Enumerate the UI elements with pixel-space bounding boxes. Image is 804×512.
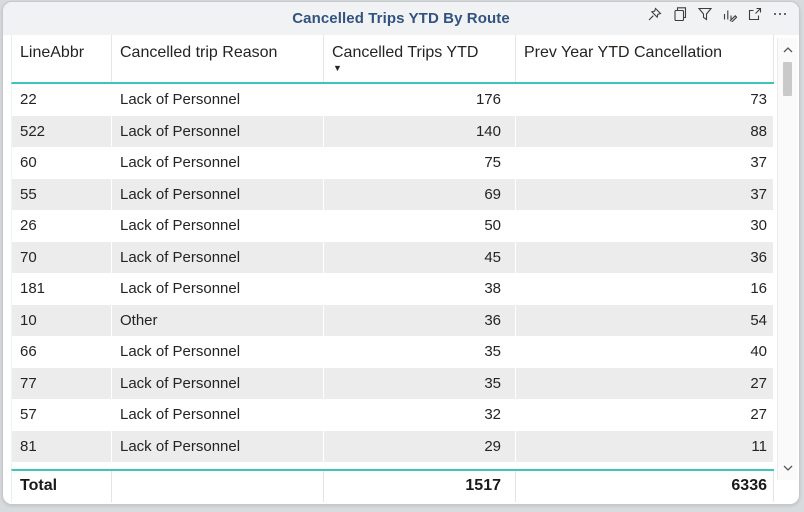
cell-cancelled-trips-ytd: 45: [324, 241, 516, 273]
cell-lineabbr: 522: [12, 115, 112, 147]
cell-prev-year-ytd: 54: [516, 304, 774, 336]
focus-mode-icon[interactable]: [746, 5, 764, 23]
visual-toolbar: [646, 5, 789, 23]
table-row[interactable]: 57 Lack of Personnel 32 27: [12, 399, 774, 431]
cell-lineabbr: 60: [12, 147, 112, 179]
cell-cancelled-trips-ytd: 69: [324, 178, 516, 210]
column-header-label: Prev Year YTD Cancellation: [524, 44, 723, 61]
table-row[interactable]: 181 Lack of Personnel 38 16: [12, 273, 774, 305]
cell-prev-year-ytd: 30: [516, 210, 774, 242]
cell-reason: Lack of Personnel: [112, 84, 324, 116]
cell-lineabbr: 55: [12, 178, 112, 210]
table-row[interactable]: 522 Lack of Personnel 140 88: [12, 115, 774, 147]
column-header-prev-year-ytd-cancellation[interactable]: Prev Year YTD Cancellation: [516, 35, 774, 82]
sort-descending-icon: ▼: [333, 63, 342, 73]
cell-prev-year-ytd: 37: [516, 178, 774, 210]
cell-reason: Lack of Personnel: [112, 210, 324, 242]
cell-reason: Lack of Personnel: [112, 430, 324, 462]
table-body: 22 Lack of Personnel 176 73 522 Lack of Perso…: [11, 84, 774, 462]
cell-lineabbr: 66: [12, 336, 112, 368]
cell-reason: Lack of Personnel: [112, 399, 324, 431]
visual-title: Cancelled Trips YTD By Route: [292, 10, 510, 27]
cell-reason: Lack of Personnel: [112, 367, 324, 399]
table-row[interactable]: 70 Lack of Personnel 45 36: [12, 241, 774, 273]
cell-cancelled-trips-ytd: 32: [324, 399, 516, 431]
table: LineAbbr Cancelled trip Reason Cancelled…: [11, 35, 774, 502]
cell-lineabbr: 22: [12, 84, 112, 116]
filter-icon[interactable]: [696, 5, 714, 23]
table-row[interactable]: 26 Lack of Personnel 50 30: [12, 210, 774, 242]
more-options-icon[interactable]: [771, 5, 789, 23]
cell-cancelled-trips-ytd: 176: [324, 84, 516, 116]
total-label: Total: [12, 471, 112, 502]
cell-cancelled-trips-ytd: 140: [324, 115, 516, 147]
cell-prev-year-ytd: 36: [516, 241, 774, 273]
cell-reason: Lack of Personnel: [112, 336, 324, 368]
column-header-label: Cancelled trip Reason: [120, 44, 278, 61]
cell-cancelled-trips-ytd: 29: [324, 430, 516, 462]
table-row[interactable]: 60 Lack of Personnel 75 37: [12, 147, 774, 179]
cell-prev-year-ytd: 27: [516, 399, 774, 431]
vertical-scrollbar[interactable]: [777, 38, 797, 480]
cell-lineabbr: 181: [12, 273, 112, 305]
cell-cancelled-trips-ytd: 36: [324, 304, 516, 336]
cell-reason: Lack of Personnel: [112, 241, 324, 273]
cell-prev-year-ytd: 88: [516, 115, 774, 147]
scrollbar-thumb[interactable]: [783, 62, 792, 96]
cell-lineabbr: 26: [12, 210, 112, 242]
cell-cancelled-trips-ytd: 50: [324, 210, 516, 242]
column-header-cancelled-trips-ytd[interactable]: Cancelled Trips YTD ▼: [324, 35, 516, 82]
table-row[interactable]: 55 Lack of Personnel 69 37: [12, 178, 774, 210]
column-header-lineabbr[interactable]: LineAbbr: [12, 35, 112, 82]
pin-icon[interactable]: [646, 5, 664, 23]
cell-prev-year-ytd: 16: [516, 273, 774, 305]
table-row[interactable]: 10 Other 36 54: [12, 304, 774, 336]
cell-reason: Lack of Personnel: [112, 147, 324, 179]
cell-reason: Lack of Personnel: [112, 273, 324, 305]
total-prev-year-ytd: 6336: [516, 471, 774, 502]
cell-prev-year-ytd: 27: [516, 367, 774, 399]
cell-cancelled-trips-ytd: 35: [324, 336, 516, 368]
table-row[interactable]: 66 Lack of Personnel 35 40: [12, 336, 774, 368]
table-header-row: LineAbbr Cancelled trip Reason Cancelled…: [11, 35, 774, 84]
column-header-cancelled-trip-reason[interactable]: Cancelled trip Reason: [112, 35, 324, 82]
copy-icon[interactable]: [671, 5, 689, 23]
table-row[interactable]: 77 Lack of Personnel 35 27: [12, 367, 774, 399]
visual-card: Cancelled Trips YTD By Route: [2, 1, 800, 505]
cell-prev-year-ytd: 40: [516, 336, 774, 368]
column-header-label: LineAbbr: [20, 44, 85, 61]
cell-reason: Lack of Personnel: [112, 115, 324, 147]
cell-cancelled-trips-ytd: 75: [324, 147, 516, 179]
cell-prev-year-ytd: 11: [516, 430, 774, 462]
cell-lineabbr: 70: [12, 241, 112, 273]
cell-lineabbr: 81: [12, 430, 112, 462]
cell-lineabbr: 77: [12, 367, 112, 399]
table-row[interactable]: 22 Lack of Personnel 176 73: [12, 84, 774, 116]
total-reason-cell: [112, 471, 324, 502]
cell-lineabbr: 10: [12, 304, 112, 336]
cell-cancelled-trips-ytd: 38: [324, 273, 516, 305]
cell-lineabbr: 57: [12, 399, 112, 431]
total-row: Total 1517 6336: [11, 469, 774, 502]
cell-reason: Lack of Personnel: [112, 178, 324, 210]
cell-cancelled-trips-ytd: 35: [324, 367, 516, 399]
cell-reason: Other: [112, 304, 324, 336]
scroll-up-icon[interactable]: [778, 42, 797, 58]
cell-prev-year-ytd: 73: [516, 84, 774, 116]
scroll-down-icon[interactable]: [778, 460, 797, 476]
personalize-visual-icon[interactable]: [721, 5, 739, 23]
table-row[interactable]: 81 Lack of Personnel 29 11: [12, 430, 774, 462]
visual-title-bar: Cancelled Trips YTD By Route: [3, 2, 799, 35]
cell-prev-year-ytd: 37: [516, 147, 774, 179]
clipped-row: [11, 462, 774, 469]
column-header-label: Cancelled Trips YTD: [332, 44, 479, 61]
total-cancelled-trips-ytd: 1517: [324, 471, 516, 502]
